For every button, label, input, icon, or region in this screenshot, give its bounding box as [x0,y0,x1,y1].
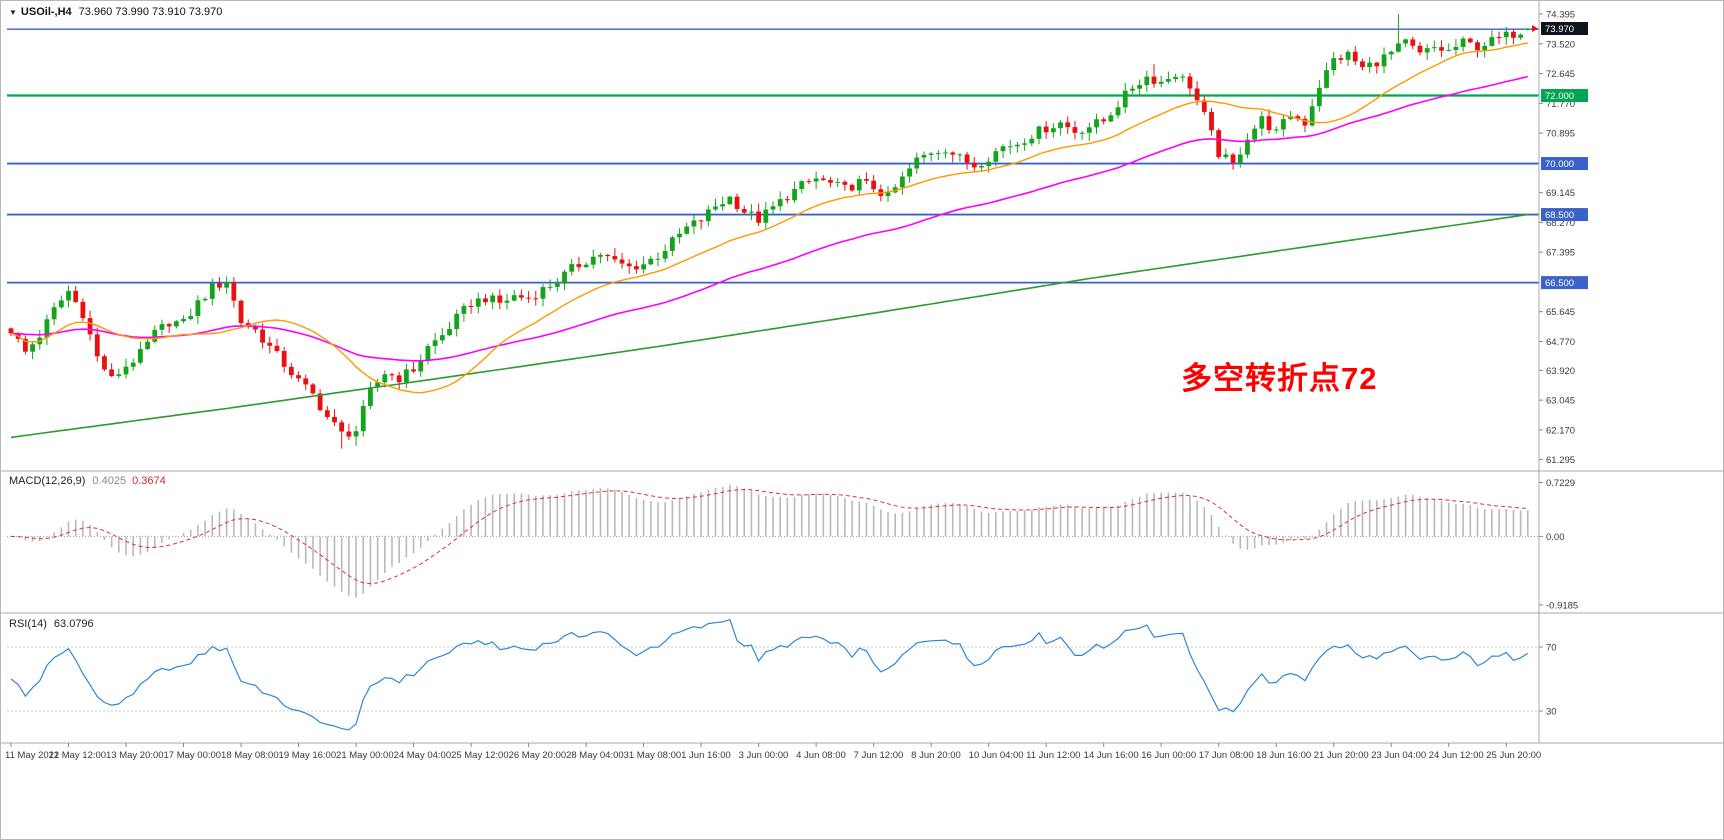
svg-text:25 Jun 20:00: 25 Jun 20:00 [1486,750,1541,761]
macd-panel[interactable] [7,484,1539,598]
chart-annotation-text[interactable]: 多空转折点72 [1181,361,1378,396]
svg-text:74.395: 74.395 [1546,10,1575,21]
svg-text:73.970: 73.970 [1545,24,1574,35]
svg-text:70: 70 [1546,643,1557,654]
svg-text:16 Jun 00:00: 16 Jun 00:00 [1141,750,1196,761]
svg-text:3 Jun 00:00: 3 Jun 00:00 [739,750,789,761]
svg-text:10 Jun 04:00: 10 Jun 04:00 [969,750,1024,761]
svg-text:30: 30 [1546,707,1557,718]
svg-text:23 Jun 04:00: 23 Jun 04:00 [1371,750,1426,761]
svg-text:73.520: 73.520 [1546,39,1575,50]
svg-text:72.645: 72.645 [1546,69,1575,80]
svg-text:18 May 08:00: 18 May 08:00 [221,750,279,761]
panel-separators [1,1,1723,744]
price-axis[interactable]: 74.395 73.520 72.645 71.770 70.895 69.145 68.2… [1539,10,1575,467]
chart-icon[interactable]: ▼ [9,8,17,17]
symbol-period: USOil-,H4 [20,6,72,18]
svg-text:62.170: 62.170 [1546,425,1575,436]
svg-text:21 May 00:00: 21 May 00:00 [336,750,394,761]
svg-text:25 May 12:00: 25 May 12:00 [451,750,509,761]
svg-text:63.920: 63.920 [1546,366,1575,377]
macd-axis[interactable]: 0.7229 0.00 -0.9185 [1539,478,1578,611]
svg-text:14 Jun 16:00: 14 Jun 16:00 [1084,750,1139,761]
macd-indicator-label: MACD(12,26,9) 0.4025 0.3674 [9,475,166,487]
svg-text:8 Jun 20:00: 8 Jun 20:00 [911,750,961,761]
svg-text:26 May 20:00: 26 May 20:00 [509,750,567,761]
svg-text:31 May 08:00: 31 May 08:00 [624,750,682,761]
svg-text:61.295: 61.295 [1546,455,1575,466]
svg-text:70.895: 70.895 [1546,129,1575,140]
rsi-panel[interactable] [7,618,1539,731]
svg-text:68.500: 68.500 [1545,210,1574,221]
horizontal-lines[interactable] [7,28,1539,284]
last-price-marker [1532,25,1538,33]
svg-text:17 May 00:00: 17 May 00:00 [164,750,222,761]
svg-text:4 Jun 08:00: 4 Jun 08:00 [796,750,846,761]
moving-averages [10,42,1528,439]
svg-text:64.770: 64.770 [1546,337,1575,348]
svg-text:0.7229: 0.7229 [1546,478,1575,489]
svg-text:24 Jun 12:00: 24 Jun 12:00 [1429,750,1484,761]
macd-main-value: 0.4025 [92,475,127,487]
svg-text:65.645: 65.645 [1546,307,1575,318]
svg-text:66.500: 66.500 [1545,278,1574,289]
svg-text:7 Jun 12:00: 7 Jun 12:00 [854,750,904,761]
candlestick-series [8,13,1531,449]
svg-text:67.395: 67.395 [1546,248,1575,259]
svg-text:28 May 04:00: 28 May 04:00 [566,750,624,761]
macd-signal-value: 0.3674 [132,475,166,487]
rsi-indicator-label: RSI(14) 63.0796 [9,618,94,630]
svg-text:69.145: 69.145 [1546,188,1575,199]
svg-text:17 Jun 08:00: 17 Jun 08:00 [1199,750,1254,761]
rsi-name: RSI(14) [9,618,47,630]
chart-title: ▼ USOil-,H4 73.960 73.990 73.910 73.970 [9,6,222,18]
macd-name: MACD(12,26,9) [9,475,86,487]
svg-text:21 Jun 20:00: 21 Jun 20:00 [1314,750,1369,761]
rsi-value: 63.0796 [53,618,94,630]
svg-text:19 May 16:00: 19 May 16:00 [279,750,337,761]
svg-text:-0.9185: -0.9185 [1546,600,1578,611]
svg-text:11 Jun 12:00: 11 Jun 12:00 [1026,750,1080,761]
svg-text:12 May 12:00: 12 May 12:00 [49,750,107,761]
svg-text:63.045: 63.045 [1546,396,1575,407]
svg-text:18 Jun 16:00: 18 Jun 16:00 [1256,750,1311,761]
ohlc-quotes: 73.960 73.990 73.910 73.970 [78,6,223,18]
svg-text:71.770: 71.770 [1546,99,1575,110]
rsi-axis[interactable]: 70 30 [1539,643,1557,718]
svg-text:70.000: 70.000 [1545,159,1574,170]
svg-text:1 Jun 16:00: 1 Jun 16:00 [681,750,731,761]
svg-text:68.270: 68.270 [1546,218,1575,229]
svg-text:24 May 04:00: 24 May 04:00 [394,750,452,761]
svg-text:11 May 2021: 11 May 2021 [5,750,59,761]
svg-text:13 May 20:00: 13 May 20:00 [106,750,164,761]
svg-text:72.000: 72.000 [1545,91,1574,102]
price-badges: 73.970 72.000 70.000 68.500 66.500 [1541,22,1588,290]
svg-text:0.00: 0.00 [1546,532,1565,543]
